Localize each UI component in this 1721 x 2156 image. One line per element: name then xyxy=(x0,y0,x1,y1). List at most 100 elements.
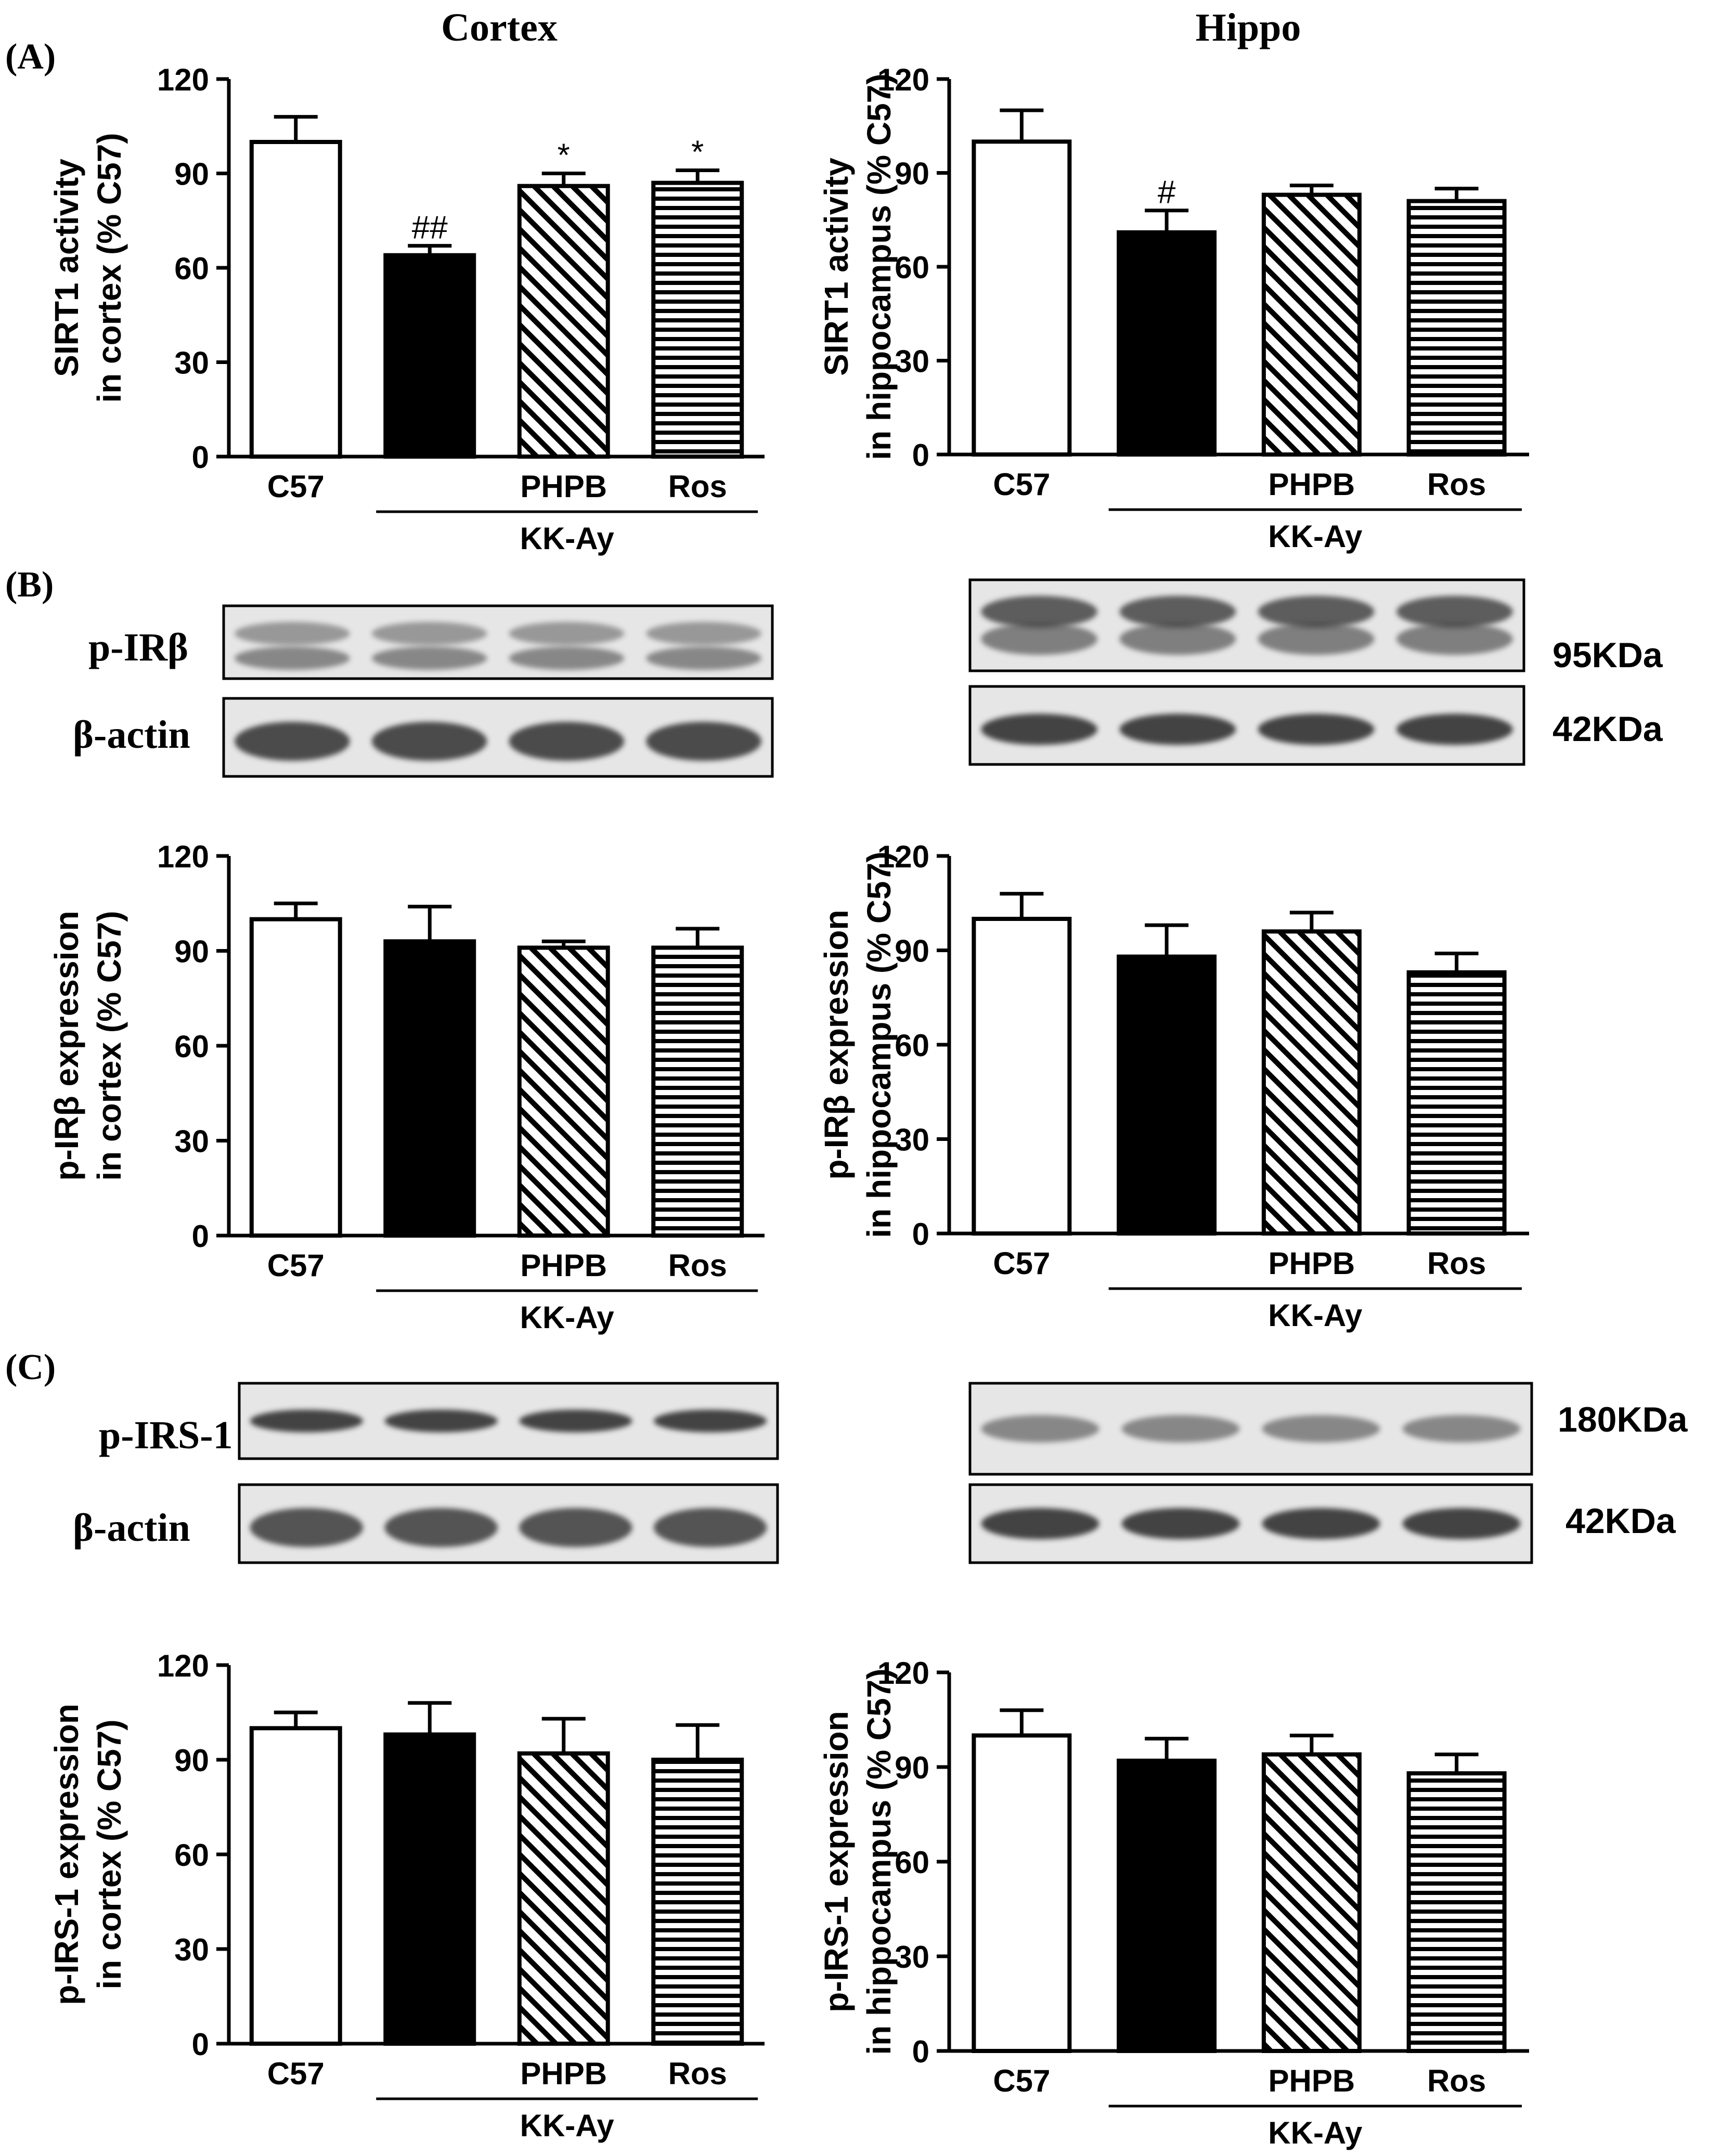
blot-label-p-irb: p-IRβ xyxy=(88,626,189,669)
blot-label-actin-c: β-actin xyxy=(73,1506,190,1550)
category-label: PHPB xyxy=(520,469,607,504)
category-label: C57 xyxy=(993,1246,1050,1281)
y-tick-label: 120 xyxy=(157,839,209,874)
blot-band xyxy=(1402,1508,1521,1539)
blot-band xyxy=(384,1508,498,1547)
blot-band xyxy=(1258,595,1375,628)
blot-band xyxy=(653,1508,767,1547)
y-tick-label: 90 xyxy=(174,1743,209,1778)
category-label: Ros xyxy=(668,2056,727,2091)
y-tick-label: 90 xyxy=(895,1750,929,1785)
bar xyxy=(972,139,1072,457)
blot-band xyxy=(653,1409,767,1433)
y-tick-label: 120 xyxy=(157,62,209,97)
bar xyxy=(1117,954,1217,1236)
y-axis-label: p-IRβ expression xyxy=(48,911,85,1180)
category-label: Ros xyxy=(1427,1246,1486,1281)
y-tick-label: 0 xyxy=(192,1219,209,1254)
y-tick-label: 60 xyxy=(895,1845,929,1880)
bar xyxy=(249,917,342,1238)
category-label: C57 xyxy=(267,2056,325,2091)
y-axis-label: SIRT1 activity xyxy=(818,158,855,376)
blot-band xyxy=(1119,595,1236,628)
blot-band xyxy=(1121,1508,1240,1539)
blot-band xyxy=(519,1508,632,1547)
category-label: Ros xyxy=(668,469,727,504)
group-label: KK-Ay xyxy=(520,521,615,556)
blot-band xyxy=(235,646,350,670)
y-tick-label: 60 xyxy=(895,1028,929,1063)
bar xyxy=(383,1732,476,2046)
group-label: KK-Ay xyxy=(520,2108,615,2143)
bar xyxy=(249,1726,342,2046)
category-label: PHPB xyxy=(1269,2063,1355,2098)
category-label: C57 xyxy=(993,2063,1050,2098)
chart-2: 0 30 60 90 120 SIRT1 activity in hippocampus (… xyxy=(818,62,1529,554)
blot-band xyxy=(1119,623,1236,655)
bar xyxy=(517,184,610,459)
column-title-cortex: Cortex xyxy=(441,6,558,49)
group-label: KK-Ay xyxy=(1268,519,1363,554)
kda-label-42-c: 42KDa xyxy=(1565,1501,1676,1541)
blot-actin-cortex-b xyxy=(222,697,774,778)
panel-label-b: (B) xyxy=(5,565,54,605)
blot-p-irs1-cortex xyxy=(238,1382,779,1460)
blot-band xyxy=(646,722,761,761)
bar xyxy=(972,1733,1072,2053)
blot-band xyxy=(1258,623,1375,655)
y-tick-label: 60 xyxy=(895,250,929,285)
category-label: PHPB xyxy=(1269,467,1355,502)
group-label: KK-Ay xyxy=(1268,1298,1363,1333)
blot-band xyxy=(384,1409,498,1433)
category-label: PHPB xyxy=(520,1248,607,1283)
y-tick-label: 30 xyxy=(174,1124,209,1159)
column-title-hippo: Hippo xyxy=(1195,6,1301,49)
y-axis-label: in cortex (% C57) xyxy=(90,1719,128,1989)
blot-actin-hippo-c xyxy=(968,1483,1533,1564)
blot-label-actin-b: β-actin xyxy=(73,713,190,757)
blot-label-p-irs1: p-IRS-1 xyxy=(99,1413,233,1457)
category-label: Ros xyxy=(668,1248,727,1283)
blot-band xyxy=(1262,1415,1380,1443)
bar xyxy=(383,253,476,459)
blot-band xyxy=(250,1409,364,1433)
bar xyxy=(383,939,476,1238)
panel-label-c: (C) xyxy=(5,1347,56,1387)
category-label: C57 xyxy=(993,467,1050,502)
bar xyxy=(1406,199,1507,457)
bar xyxy=(249,140,342,459)
y-axis-label: p-IRS-1 expression xyxy=(818,1711,855,2012)
y-tick-label: 60 xyxy=(174,251,209,286)
blot-band xyxy=(509,621,625,645)
blot-band xyxy=(371,621,487,645)
blot-band xyxy=(1396,623,1513,655)
y-axis-label: p-IRβ expression xyxy=(818,910,855,1179)
blot-actin-cortex-c xyxy=(238,1483,779,1564)
y-axis-label: in hippocampus (% C57) xyxy=(860,73,898,460)
y-tick-label: 90 xyxy=(895,157,929,191)
blot-band xyxy=(371,722,487,761)
bar xyxy=(651,1758,744,2046)
kda-label-180: 180KDa xyxy=(1558,1400,1688,1439)
y-axis-label: in hippocampus (% C57) xyxy=(860,851,898,1238)
bar xyxy=(517,945,610,1238)
chart-6: 0 30 60 90 120 p-IRS-1 expression in hippocamp… xyxy=(818,1656,1529,2150)
blot-band xyxy=(1121,1415,1240,1443)
y-tick-label: 120 xyxy=(877,1656,929,1691)
blot-band xyxy=(981,1508,1099,1539)
significance-mark: * xyxy=(691,134,704,170)
y-tick-label: 30 xyxy=(895,1123,929,1158)
category-label: PHPB xyxy=(1269,1246,1355,1281)
chart-5: 0 30 60 90 120 p-IRS-1 expression in cortex (%… xyxy=(48,1648,765,2143)
category-label: Ros xyxy=(1427,467,1486,502)
y-tick-label: 0 xyxy=(912,438,929,473)
y-axis-label: SIRT1 activity xyxy=(48,159,85,377)
significance-mark: # xyxy=(1158,175,1176,211)
blot-band xyxy=(646,646,761,670)
blot-band xyxy=(235,722,350,761)
bar xyxy=(651,180,744,459)
y-tick-label: 90 xyxy=(174,934,209,969)
chart-1: 0 30 60 90 120 SIRT1 activity in cortex (% C57… xyxy=(48,62,765,556)
